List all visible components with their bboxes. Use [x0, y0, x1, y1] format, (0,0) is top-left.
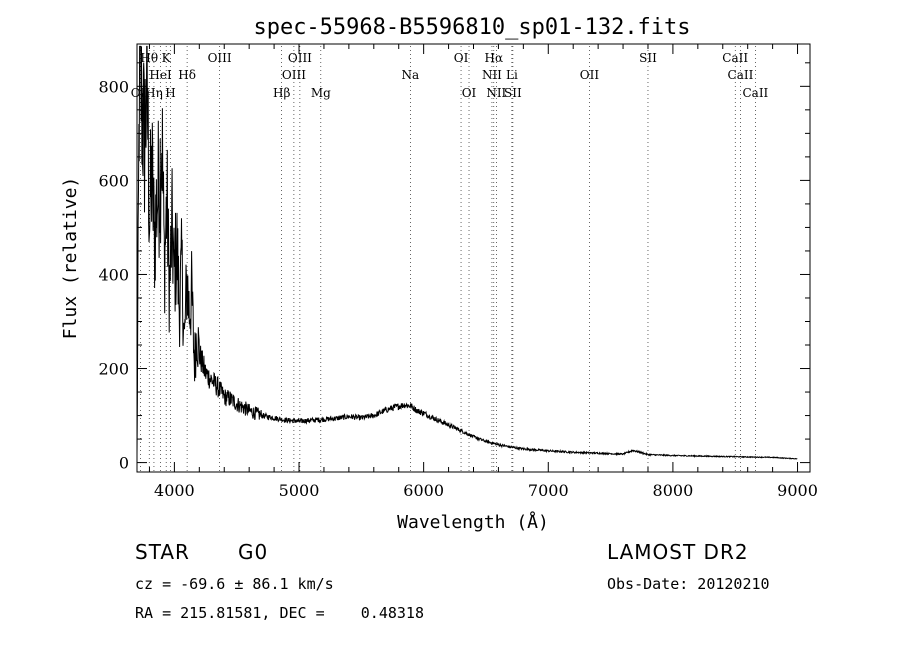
spectral-line-label: Hθ — [140, 51, 158, 65]
x-tick-label: 9000 — [777, 481, 818, 500]
survey-name: LAMOST DR2 — [607, 540, 749, 564]
x-tick-label: 6000 — [403, 481, 444, 500]
y-tick-label: 800 — [98, 77, 129, 96]
spectral-line-label: OI — [454, 51, 469, 65]
spectral-line-label: Li — [506, 68, 518, 82]
spectral-line-label: OIII — [208, 51, 232, 65]
spectral-line-label: Hη — [145, 86, 163, 100]
spectral-line-label: H — [165, 86, 175, 100]
spectral-line-label: SII — [639, 51, 657, 65]
spectral-line-label: OII — [580, 68, 600, 82]
spectral-line-label: Hα — [485, 51, 504, 65]
spectral-line-label: CaII — [742, 86, 768, 100]
observation-date: Obs-Date: 20120210 — [607, 575, 770, 593]
object-subclass: G0 — [238, 540, 269, 564]
spectrum-line — [136, 45, 798, 460]
spectral-line-label: OI — [462, 86, 477, 100]
spectral-line-label: Na — [401, 68, 419, 82]
sky-coordinates: RA = 215.81581, DEC = 0.48318 — [135, 604, 424, 622]
y-axis-label: Flux (relative) — [60, 177, 81, 340]
spectral-line-label: Hδ — [178, 68, 196, 82]
spectral-line-label: HeI — [149, 68, 172, 82]
spectral-line-label: Hβ — [273, 86, 290, 100]
chart-title: spec-55968-B5596810_sp01-132.fits — [253, 15, 690, 40]
spectral-line-label: CaII — [722, 51, 748, 65]
y-tick-label: 200 — [98, 360, 129, 379]
redshift-velocity: cz = -69.6 ± 86.1 km/s — [135, 575, 334, 593]
spectral-line-label: Mg — [311, 86, 331, 100]
x-tick-label: 5000 — [279, 481, 320, 500]
spectral-line-label: NII — [482, 68, 502, 82]
spectral-line-label: OIII — [288, 51, 312, 65]
x-tick-label: 7000 — [528, 481, 569, 500]
x-axis-label: Wavelength (Å) — [397, 511, 549, 533]
x-tick-label: 4000 — [154, 481, 195, 500]
y-tick-label: 0 — [119, 454, 129, 473]
y-tick-label: 600 — [98, 171, 129, 190]
object-class: STAR — [135, 540, 190, 564]
x-tick-label: 8000 — [653, 481, 694, 500]
spectral-line-label: K — [162, 51, 172, 65]
spectral-line-label: CaII — [728, 68, 754, 82]
axis-ticks: 4000 5000 6000 7000 8000 9000 0 200 400 600 800 — [98, 44, 818, 500]
spectral-line-label: SII — [504, 86, 522, 100]
spectral-line-label: OIII — [282, 68, 306, 82]
y-tick-label: 400 — [98, 265, 129, 284]
spectral-line-label: NII — [486, 86, 506, 100]
